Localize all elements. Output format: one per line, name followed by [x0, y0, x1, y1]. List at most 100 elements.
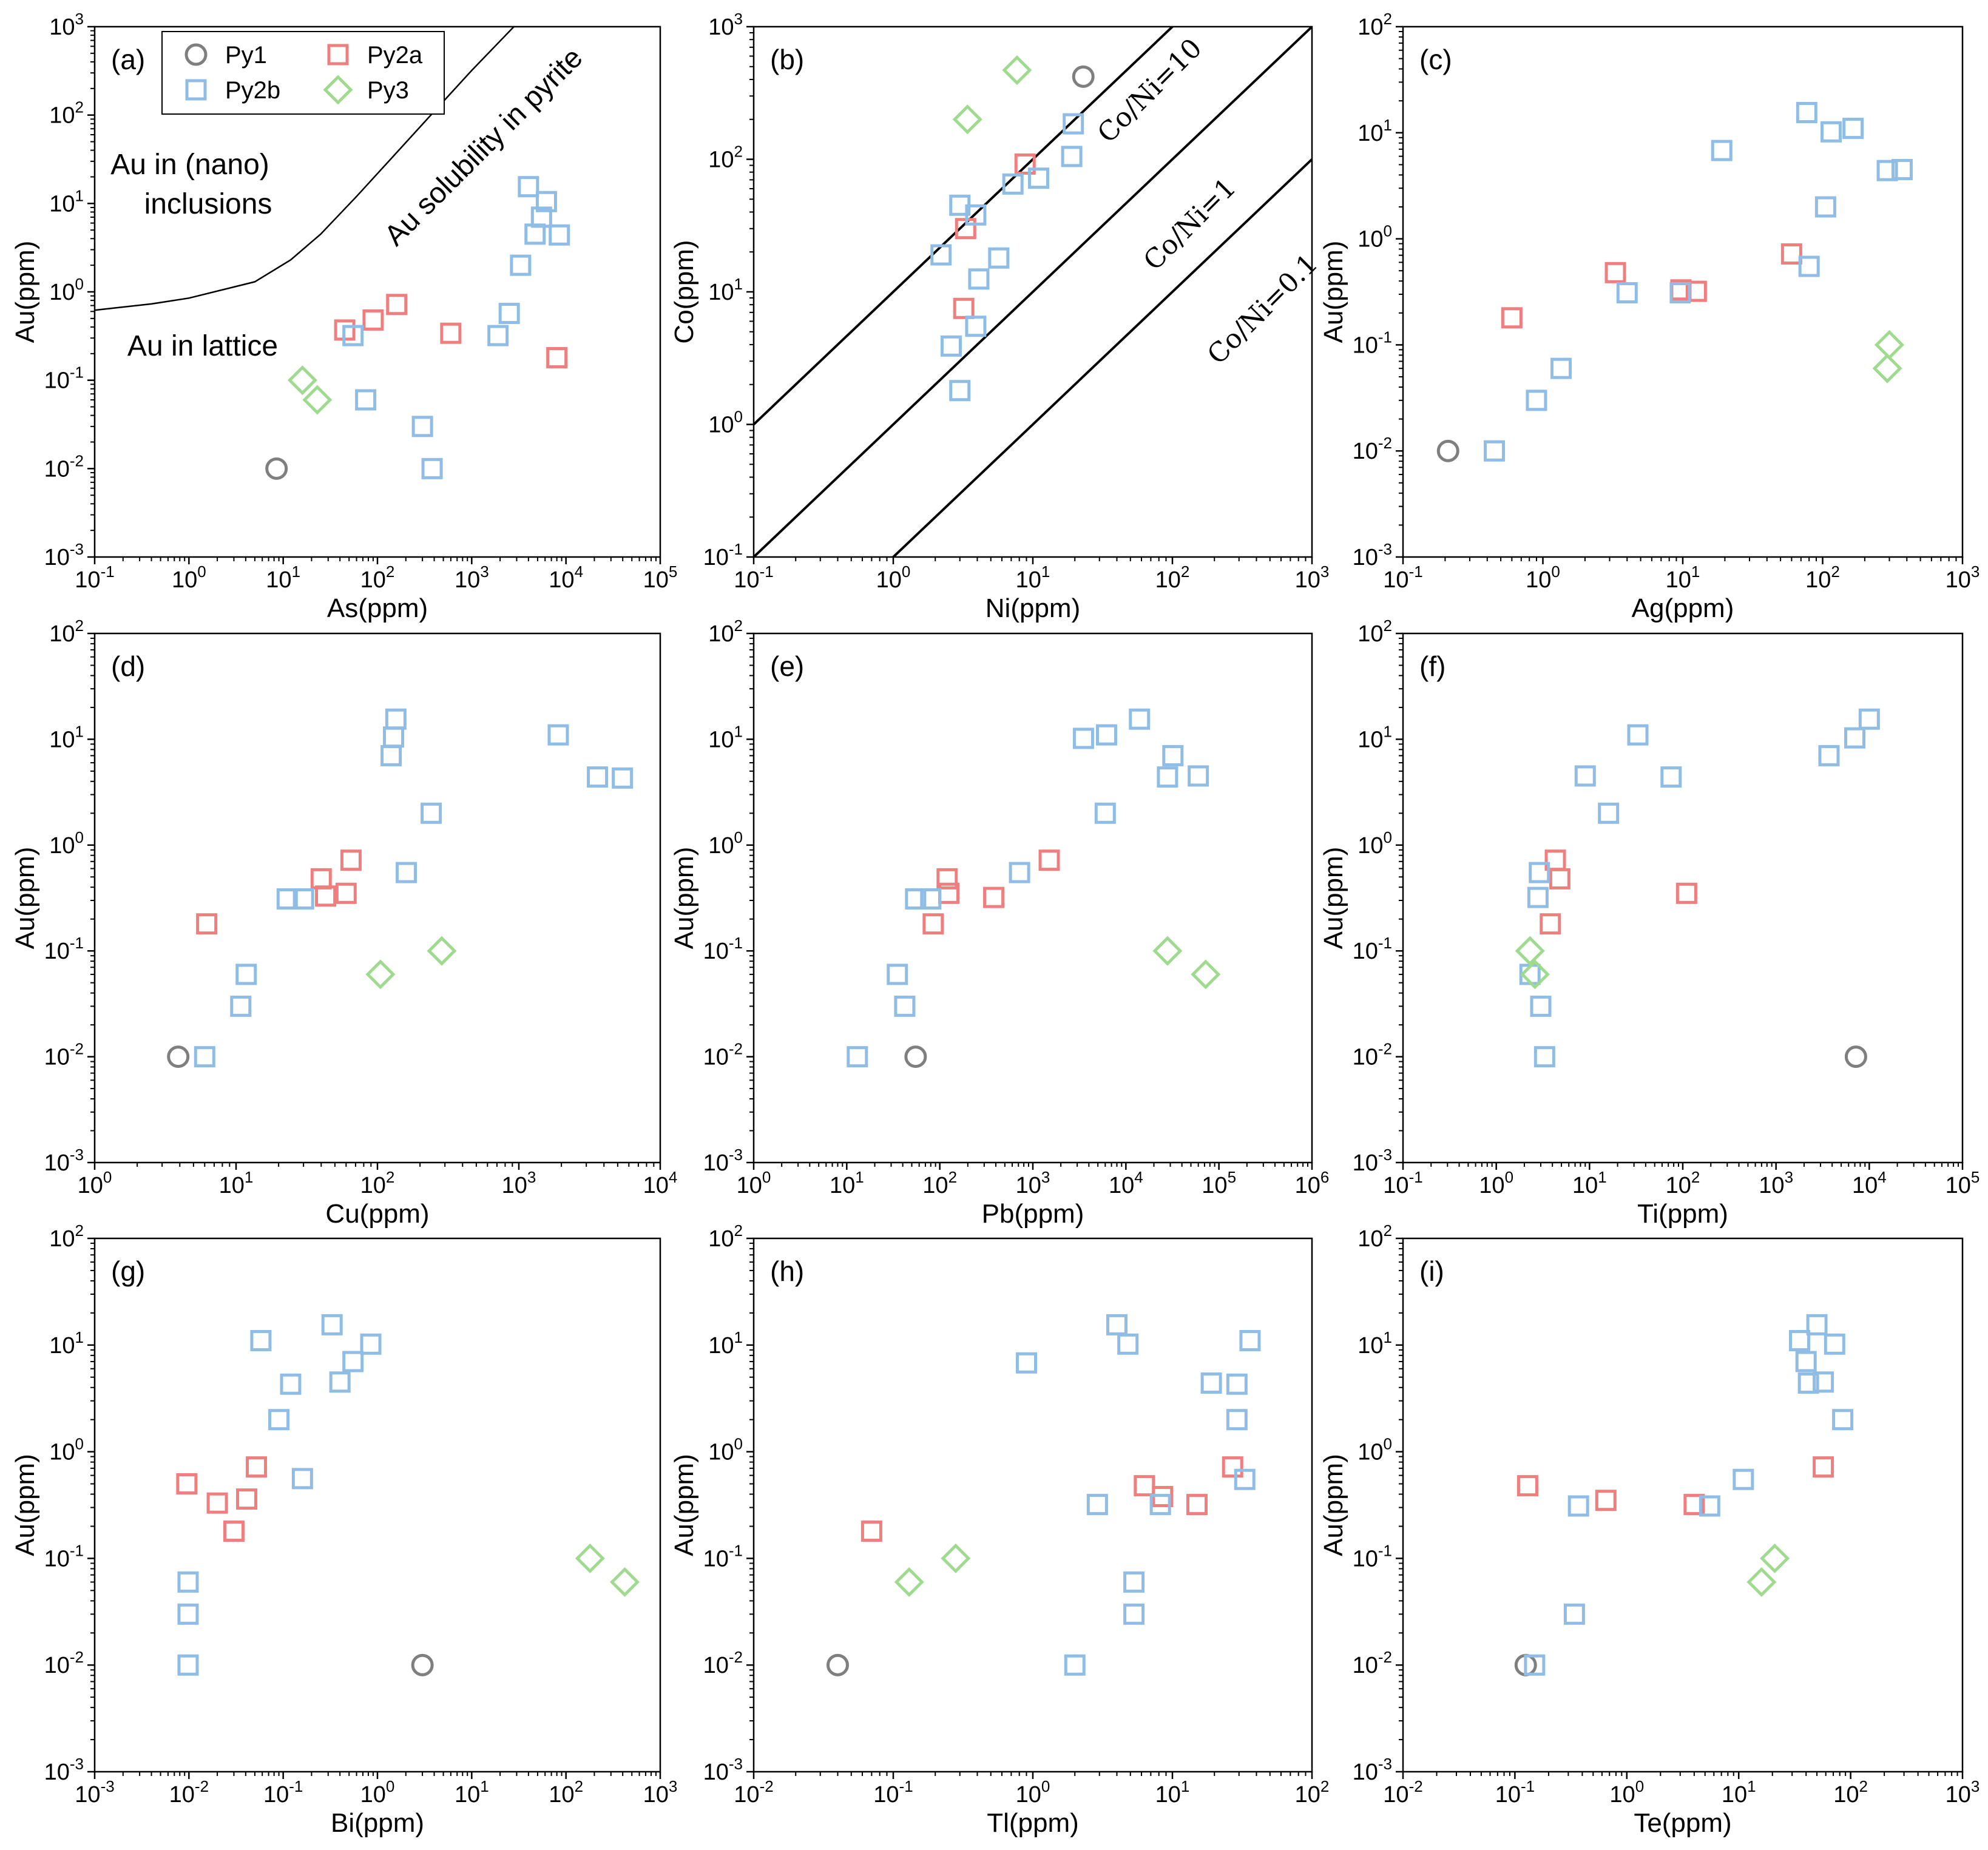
y-tick-label: 102 [49, 1221, 84, 1252]
data-point [276, 888, 298, 910]
data-point [246, 1456, 268, 1478]
data-point [1797, 1372, 1819, 1394]
y-tick-label: 102 [1357, 616, 1392, 647]
panel-e: 100 101 102 103 104 105 106 10-3 10-2 10-1 100 101 1… [669, 616, 1329, 1229]
data-point [235, 964, 257, 985]
x-tick-label: 10-2 [1383, 1777, 1422, 1808]
plot-area [1514, 1314, 1854, 1676]
panel-h: 10-2 10-1 100 101 10210-310-210-1100101102Tl… [669, 1221, 1329, 1838]
panel-label: (h) [770, 1255, 804, 1287]
y-tick-label: 10-2 [1353, 1648, 1392, 1678]
data-point [287, 365, 317, 396]
x-tick-label: 10-3 [75, 1777, 114, 1808]
data-point [612, 767, 634, 789]
y-axis-label: Au(ppm) [669, 847, 699, 950]
data-point [1858, 708, 1880, 730]
data-point [1814, 196, 1836, 218]
y-tick-label: 10-3 [703, 1755, 743, 1785]
data-point [1072, 728, 1094, 749]
data-point [498, 303, 520, 325]
y-tick-label: 101 [708, 1328, 743, 1359]
x-tick-label: 101 [1666, 562, 1700, 593]
series-py2b [1015, 1314, 1261, 1676]
data-point [1796, 102, 1817, 124]
legend-label: Py3 [367, 77, 409, 104]
data-point [411, 1653, 434, 1676]
data-point [1746, 1567, 1777, 1597]
data-point [342, 325, 364, 346]
series-py2a [176, 1456, 268, 1542]
data-point [1604, 262, 1626, 283]
y-tick-label: 10-1 [44, 934, 84, 964]
x-tick-label: 101 [266, 562, 300, 593]
axes-frame [93, 632, 661, 1164]
x-tick-label: 101 [1155, 1777, 1190, 1808]
data-point [291, 1468, 313, 1490]
series-py1 [1436, 439, 1459, 462]
x-tick-label: 103 [1759, 1168, 1793, 1198]
panel-i: 10-2 10-1 100 101 102 10310-310-210-110010110… [1319, 1221, 1980, 1838]
x-tick-label: 104 [1109, 1168, 1143, 1198]
data-point [826, 1653, 849, 1676]
data-point [1226, 1373, 1248, 1395]
x-tick-label: 102 [1666, 1168, 1700, 1198]
data-point [1789, 1330, 1811, 1352]
y-tick-label: 101 [49, 1328, 84, 1359]
x-axis-label: Bi(ppm) [331, 1808, 424, 1838]
data-point [549, 224, 570, 246]
data-point [847, 1046, 868, 1068]
x-tick-label: 101 [455, 1777, 489, 1808]
data-point [575, 1543, 605, 1573]
y-tick-label: 10-2 [1353, 434, 1392, 464]
plot-area [847, 708, 1221, 1068]
legend-label: Py2b [225, 77, 280, 104]
x-tick-label: 102 [1805, 562, 1840, 593]
series-py3 [1746, 1543, 1790, 1597]
y-tick-label: 10-3 [44, 1146, 84, 1176]
data-point [1760, 1543, 1790, 1573]
panel-label: (g) [111, 1255, 145, 1287]
x-axis-label: Ni(ppm) [986, 593, 1080, 623]
data-point [380, 744, 402, 766]
plot-area [167, 708, 634, 1068]
data-point [194, 1046, 215, 1068]
data-point [342, 1351, 364, 1372]
data-point [315, 885, 337, 907]
series-py2b [177, 1314, 382, 1676]
data-point [546, 346, 568, 368]
y-tick-label: 10-3 [703, 1146, 743, 1176]
data-point [1527, 886, 1549, 908]
plot-area [1436, 102, 1913, 462]
ratio-line-label: Co/Ni=0.1 [1202, 248, 1324, 371]
data-point [1524, 1654, 1546, 1676]
x-tick-label: 105 [1946, 1168, 1980, 1198]
data-point [1072, 65, 1095, 88]
y-tick-label: 10-3 [1353, 1755, 1392, 1785]
data-point [1685, 280, 1707, 302]
x-tick-label: 102 [549, 1777, 583, 1808]
data-point [1872, 353, 1902, 383]
x-tick-label: 104 [643, 1168, 678, 1198]
data-point [1515, 936, 1545, 966]
data-point [223, 1521, 245, 1542]
data-point [965, 204, 987, 226]
data-point [1780, 243, 1802, 265]
data-point [1669, 282, 1691, 304]
upper-region-label: Au in (nano) [110, 149, 269, 181]
series-py1 [826, 1653, 849, 1676]
panel-f: 10-1 100 101 102 103 104 105 10-3 10-2 10-1 100 101… [1319, 616, 1980, 1229]
series-py3 [287, 365, 333, 415]
data-point [936, 868, 958, 890]
x-tick-label: 103 [643, 1777, 678, 1808]
y-tick-label: 102 [708, 616, 743, 647]
x-axis-label: Cu(ppm) [325, 1199, 429, 1229]
x-tick-label: 103 [1016, 1168, 1050, 1198]
data-point [268, 1409, 290, 1431]
x-tick-label: 100 [172, 562, 206, 593]
data-point [1002, 55, 1032, 86]
y-tick-label: 101 [708, 275, 743, 305]
data-point [1117, 1333, 1139, 1355]
y-tick-label: 10-2 [44, 1648, 84, 1678]
panel-label: (i) [1419, 1255, 1444, 1287]
series-py3 [894, 1543, 971, 1597]
